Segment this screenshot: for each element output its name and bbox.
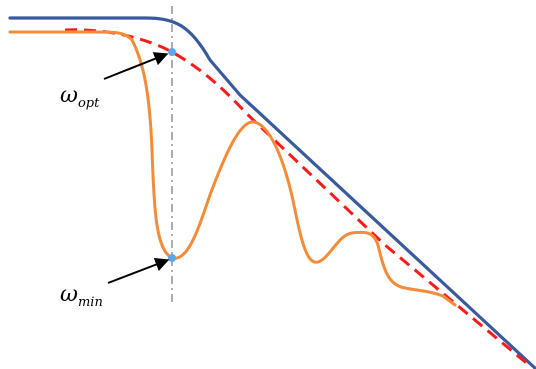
oscillating-response-curve bbox=[8, 30, 457, 307]
upper-envelope-curve bbox=[8, 16, 536, 369]
dashed-bound-curve bbox=[64, 28, 531, 368]
omega-min-label: ωmin bbox=[60, 282, 103, 310]
omega-opt-arrow bbox=[103, 52, 169, 80]
omega-opt-label: ωopt bbox=[60, 83, 100, 111]
omega-min-arrow bbox=[107, 257, 170, 284]
omega-min-point bbox=[168, 254, 176, 262]
omega-opt-point bbox=[168, 48, 176, 56]
